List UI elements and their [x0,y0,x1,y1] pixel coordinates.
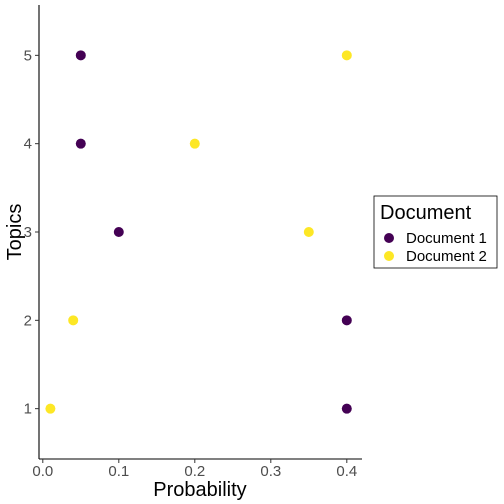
x-tick-label: 0.0 [32,463,53,480]
x-axis-title: Probability [153,479,246,501]
data-point-1-1 [341,403,352,414]
data-point-1-3 [113,227,124,237]
data-point-2-3 [303,227,314,237]
x-tick-label: 0.2 [184,463,205,480]
x-axis-ticks: 0.0 0.1 0.2 0.3 0.4 [32,459,357,480]
data-point-2-4 [189,138,200,149]
legend-key-1 [384,233,394,243]
data-point-1-5 [75,50,86,61]
x-tick-label: 0.3 [260,463,281,480]
data-point-1-2 [341,315,352,326]
data-point-2-5 [341,50,352,61]
legend-label-2: Document 2 [406,248,487,265]
y-axis-title: Topics [4,204,26,261]
data-points [45,50,352,414]
x-tick-label: 0.1 [108,463,129,480]
legend-title: Document [380,202,472,224]
data-point-2-1 [45,403,56,414]
data-point-2-2 [68,315,79,326]
y-axis-ticks: 1 2 3 4 5 [24,47,39,418]
y-tick-label: 1 [24,401,32,418]
legend-label-1: Document 1 [406,230,487,247]
data-point-1-4 [75,138,86,149]
y-tick-label: 4 [24,136,32,153]
legend-box [373,195,498,269]
x-tick-label: 0.4 [336,463,357,480]
y-tick-label: 5 [24,47,32,64]
plot-panel: 0.0 0.1 0.2 0.3 0.4 1 2 3 4 5 [24,5,362,480]
legend-key-2 [384,251,394,261]
y-tick-label: 2 [24,312,32,329]
y-tick-label: 3 [24,224,32,241]
